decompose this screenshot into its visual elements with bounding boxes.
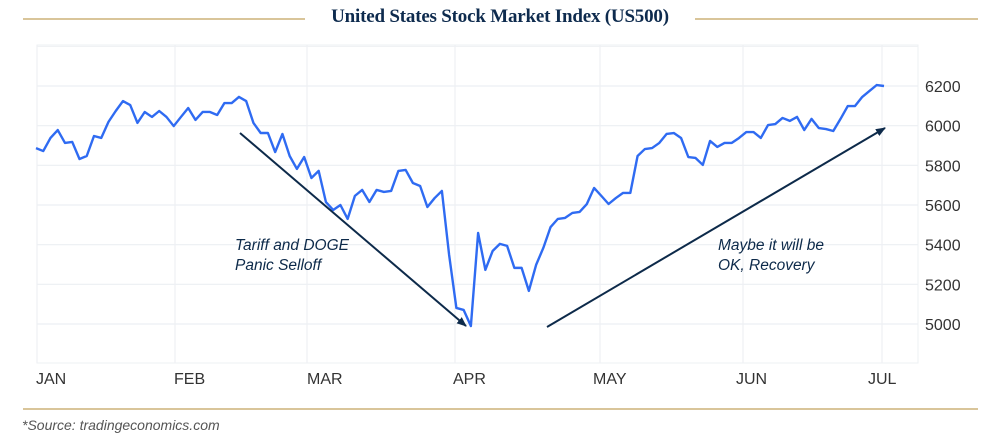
- y-tick-label: 6200: [925, 79, 961, 96]
- footer-rule: [23, 408, 978, 410]
- y-tick-label: 5800: [925, 158, 961, 175]
- annotation-text: OK, Recovery: [718, 257, 816, 274]
- x-tick-label: MAY: [593, 371, 627, 388]
- annotation-text: Tariff and DOGE: [235, 237, 350, 254]
- x-tick-label: JUN: [736, 371, 767, 388]
- source-note: *Source: tradingeconomics.com: [22, 417, 220, 433]
- title-rule-right: [695, 18, 978, 20]
- y-tick-label: 5400: [925, 238, 961, 255]
- y-tick-label: 5200: [925, 277, 961, 294]
- y-tick-label: 6000: [925, 119, 961, 136]
- y-tick-label: 5600: [925, 198, 961, 215]
- x-tick-label: MAR: [307, 371, 343, 388]
- title-rule-left: [23, 18, 305, 20]
- x-tick-label: APR: [453, 371, 486, 388]
- x-tick-label: JUL: [868, 371, 897, 388]
- x-tick-label: FEB: [174, 371, 205, 388]
- plot-frame: [36, 44, 919, 364]
- y-tick-label: 5000: [925, 317, 961, 334]
- chart-title: United States Stock Market Index (US500): [331, 6, 669, 27]
- annotation-text: Maybe it will be: [718, 237, 824, 254]
- x-tick-label: JAN: [36, 371, 66, 388]
- series-line: [35, 83, 885, 328]
- annotation-arrow-up: [546, 127, 886, 328]
- annotation-text: Panic Selloff: [235, 257, 323, 274]
- annotation-arrow-down: [239, 132, 467, 327]
